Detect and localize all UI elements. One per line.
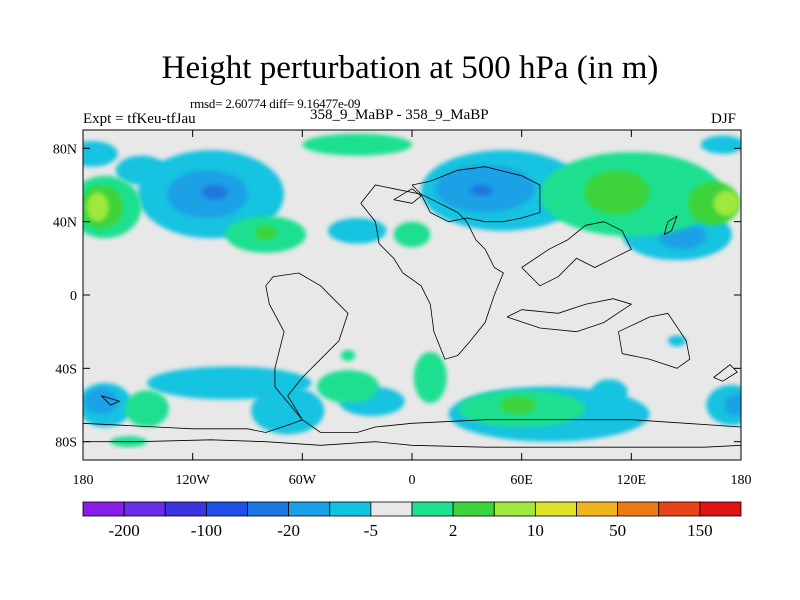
- anomaly-fills: [83, 133, 741, 448]
- colorbar-swatch: [576, 501, 619, 517]
- y-tick-label: 80N: [53, 142, 77, 157]
- coastline: [521, 221, 632, 287]
- green-anom-region: [583, 170, 650, 215]
- colorbar-swatch: [452, 501, 495, 517]
- coastline: [83, 439, 741, 448]
- colorbar-label: 150: [687, 521, 713, 540]
- colorbar-label: -5: [364, 521, 378, 540]
- lime-anom-region: [86, 192, 109, 222]
- sky-anom-region: [700, 135, 741, 154]
- colorbar-swatch: [370, 501, 413, 517]
- season-label: DJF: [711, 111, 737, 127]
- coastline: [618, 312, 691, 369]
- axes: 180 120W 60W 0 60E 120E 180 80N 40N 0 40S 80S: [53, 130, 752, 488]
- x-tick-label: 180: [731, 473, 752, 488]
- colorbar-label: 2: [449, 521, 458, 540]
- mint-anom-region: [302, 133, 412, 156]
- coastline: [101, 395, 121, 406]
- sky-anom-region: [667, 335, 687, 347]
- colorbar-swatch: [288, 501, 331, 517]
- sky-anom-region: [327, 218, 387, 244]
- colorbar-swatch: [493, 501, 536, 517]
- x-tick-label: 120W: [176, 473, 211, 488]
- colorbar-swatch: [699, 501, 742, 517]
- mint-anom-region: [340, 350, 356, 361]
- mint-anom-region: [393, 221, 431, 248]
- sky-anom-region: [591, 379, 628, 405]
- y-tick-label: 40N: [53, 216, 77, 231]
- colorbar-label: 50: [609, 521, 626, 540]
- colorbar-swatch: [205, 501, 248, 517]
- sky-anom-region: [83, 141, 118, 167]
- colorbar-swatch: [329, 501, 372, 517]
- colorbar-swatch: [534, 501, 577, 517]
- x-tick-label: 0: [409, 473, 416, 488]
- green-anom-region: [254, 225, 277, 241]
- x-tick-label: 120E: [617, 473, 647, 488]
- coastline: [393, 188, 422, 204]
- colorbar-swatch: [617, 501, 660, 517]
- x-tick-label: 180: [73, 473, 94, 488]
- y-tick-label: 0: [70, 289, 77, 304]
- colorbar-label: -100: [191, 521, 222, 540]
- stats-line: rmsd= 2.60774 diff= 9.16477e-09: [190, 96, 361, 111]
- green-anom-region: [499, 395, 537, 415]
- y-tick-label: 40S: [55, 362, 77, 377]
- blue-anom-region: [84, 388, 118, 415]
- colorbar-swatch: [411, 501, 454, 517]
- chart-title: Height perturbation at 500 hPa (in m): [161, 50, 659, 86]
- colorbar: -200 -100 -20 -5 2 10 50 150: [82, 501, 742, 540]
- colorbar-swatch: [247, 501, 290, 517]
- mint-anom-region: [125, 390, 169, 427]
- mint-anom-region: [316, 370, 380, 404]
- coastline: [83, 419, 741, 433]
- coastline: [411, 166, 541, 223]
- mint-anom-region: [413, 351, 447, 404]
- colorbar-swatch: [82, 501, 125, 517]
- coastlines: [83, 166, 741, 448]
- experiment-label: Expt = tfKeu-tfJau: [83, 111, 196, 127]
- deep-anom-region: [201, 185, 228, 200]
- colorbar-label: -20: [277, 521, 300, 540]
- colorbar-swatch: [164, 501, 207, 517]
- colorbar-swatch: [123, 501, 166, 517]
- coastline: [506, 298, 633, 333]
- colorbar-label: 10: [527, 521, 544, 540]
- coastline: [265, 272, 349, 420]
- colorbar-swatch: [658, 501, 701, 517]
- case-label: 358_9_MaBP - 358_9_MaBP: [310, 107, 489, 123]
- deep-anom-region: [470, 185, 493, 196]
- coastline: [360, 184, 504, 360]
- y-tick-label: 80S: [55, 436, 77, 451]
- x-tick-label: 60E: [510, 473, 533, 488]
- colorbar-label: -200: [109, 521, 140, 540]
- coastline: [713, 364, 738, 382]
- x-tick-label: 60W: [289, 473, 317, 488]
- coastline: [663, 215, 678, 236]
- blue-anom-region: [724, 394, 741, 416]
- lime-anom-region: [713, 190, 740, 217]
